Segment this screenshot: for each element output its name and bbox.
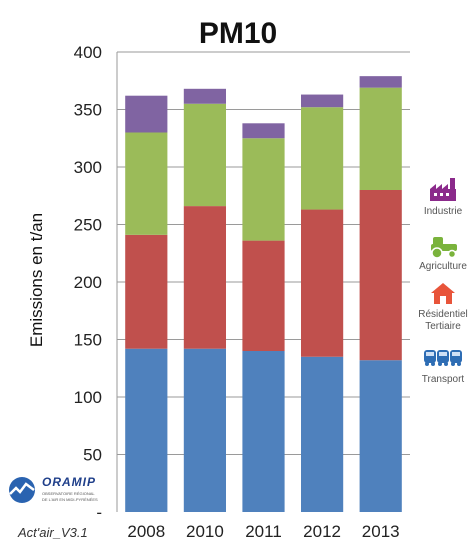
bar-segment-agriculture [242,138,285,241]
bar-segment-agriculture [359,87,402,190]
y-tick-label: 400 [74,43,102,62]
house-icon [431,283,455,304]
legend-item-agriculture: Agriculture [419,237,467,272]
x-tick-label: 2010 [186,522,224,541]
x-tick-labels: 2008 2010 2011 2012 2013 [127,522,399,541]
version-label: Act'air_V3.1 [17,525,88,540]
x-tick-label: 2012 [303,522,341,541]
bar-segment-agriculture [301,107,344,210]
bar-segment-industrie [183,88,226,104]
tractor-icon [431,237,457,259]
bar-segment-industrie [359,76,402,88]
bar-segment-transport [125,348,168,512]
bar-segment-agriculture [183,103,226,207]
bars-group [125,76,402,512]
bar-segment-agriculture [125,132,168,235]
bar-segment-transport [301,356,344,512]
legend-label: Industrie [424,206,463,217]
x-tick-label: 2013 [362,522,400,541]
legend-label: Agriculture [419,261,467,272]
chart-title: PM10 [199,17,277,50]
bar-segment-residentiel [125,234,168,349]
y-tick-label: 300 [74,158,102,177]
y-tick-label: 50 [83,446,102,465]
y-tick-labels: - 50 100 150 200 250 300 350 400 [74,43,102,522]
legend-label: Résidentiel [418,309,467,320]
bar-segment-transport [359,360,402,512]
y-tick-label: 250 [74,216,102,235]
x-tick-label: 2008 [127,522,165,541]
legend-item-transport: Transport [422,350,465,385]
y-axis-label: Emissions en t/an [27,213,46,347]
bar-segment-residentiel [359,190,402,361]
y-tick-label: 200 [74,273,102,292]
factory-icon [430,178,456,201]
legend: Industrie Agriculture RésidentielTertiaire… [418,178,468,385]
y-tick-label: 100 [74,388,102,407]
logo-emblem-icon [9,477,35,503]
bar-segment-transport [183,348,226,512]
bar-segment-residentiel [301,209,344,357]
oramip-logo: ORAMIP OBSERVATOIRE RÉGIONAL DE L'AIR EN… [9,475,98,503]
legend-label: Transport [422,374,465,385]
bar-segment-industrie [242,123,285,139]
legend-label: Tertiaire [425,321,461,332]
bar-segment-transport [242,351,285,512]
bar-segment-industrie [125,95,168,133]
vehicles-icon [424,350,462,366]
y-tick-label: 150 [74,331,102,350]
y-tick-label: 350 [74,101,102,120]
bar-segment-residentiel [183,206,226,349]
legend-item-industrie: Industrie [424,178,463,217]
y-tick-label: - [96,503,102,522]
bar-segment-residentiel [242,240,285,351]
x-tick-label: 2011 [245,522,282,541]
logo-subtitle-1: OBSERVATOIRE RÉGIONAL [42,491,95,496]
logo-subtitle-2: DE L'AIR EN MIDI-PYRÉNÉES [42,497,98,502]
bar-segment-industrie [301,94,344,108]
logo-name: ORAMIP [42,475,96,489]
